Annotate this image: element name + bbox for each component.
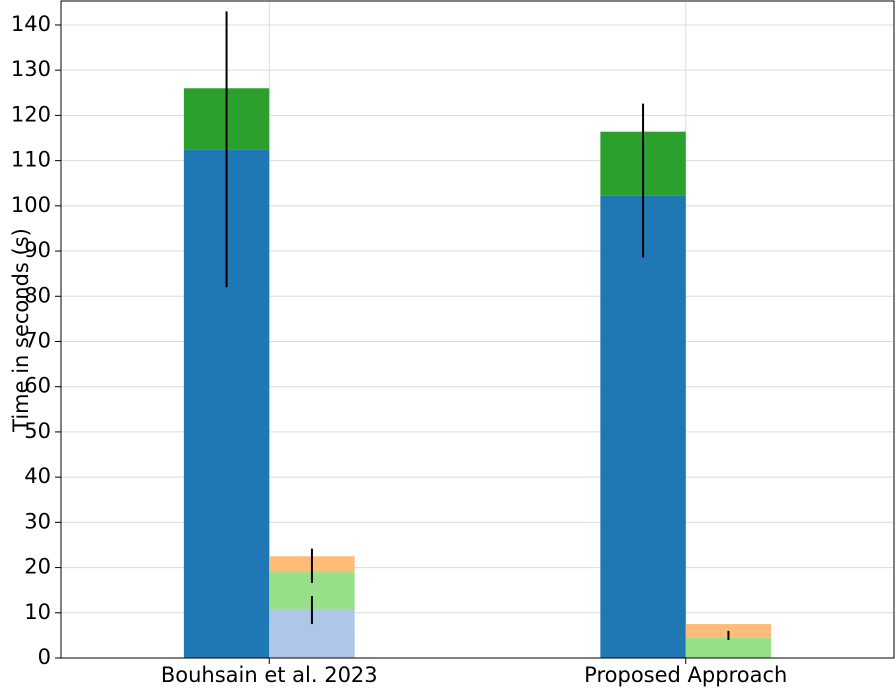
y-tick-label: 40 — [24, 464, 51, 488]
y-tick-label: 20 — [24, 555, 51, 579]
y-tick-label: 140 — [11, 12, 51, 36]
y-tick-label: 30 — [24, 509, 51, 533]
plot-frame — [60, 0, 895, 659]
y-tick-label: 120 — [11, 102, 51, 126]
bar-segment — [600, 195, 686, 658]
y-tick-label: 0 — [38, 645, 51, 669]
y-tick-label: 130 — [11, 57, 51, 81]
bar-segment — [685, 624, 772, 638]
y-tick-label: 80 — [24, 283, 51, 307]
y-tick-label: 70 — [24, 328, 51, 352]
x-tick-label: Proposed Approach — [584, 663, 787, 687]
y-tick-label: 10 — [24, 600, 51, 624]
y-tick-label: 60 — [24, 374, 51, 398]
y-axis-label: Time in seconds (s) — [9, 228, 33, 433]
bar-segment — [685, 637, 772, 658]
x-tick-label: Bouhsain et al. 2023 — [161, 663, 378, 687]
y-tick-label: 110 — [11, 148, 51, 172]
y-tick-label: 100 — [11, 193, 51, 217]
y-tick-label: 50 — [24, 419, 51, 443]
y-tick-label: 90 — [24, 238, 51, 262]
